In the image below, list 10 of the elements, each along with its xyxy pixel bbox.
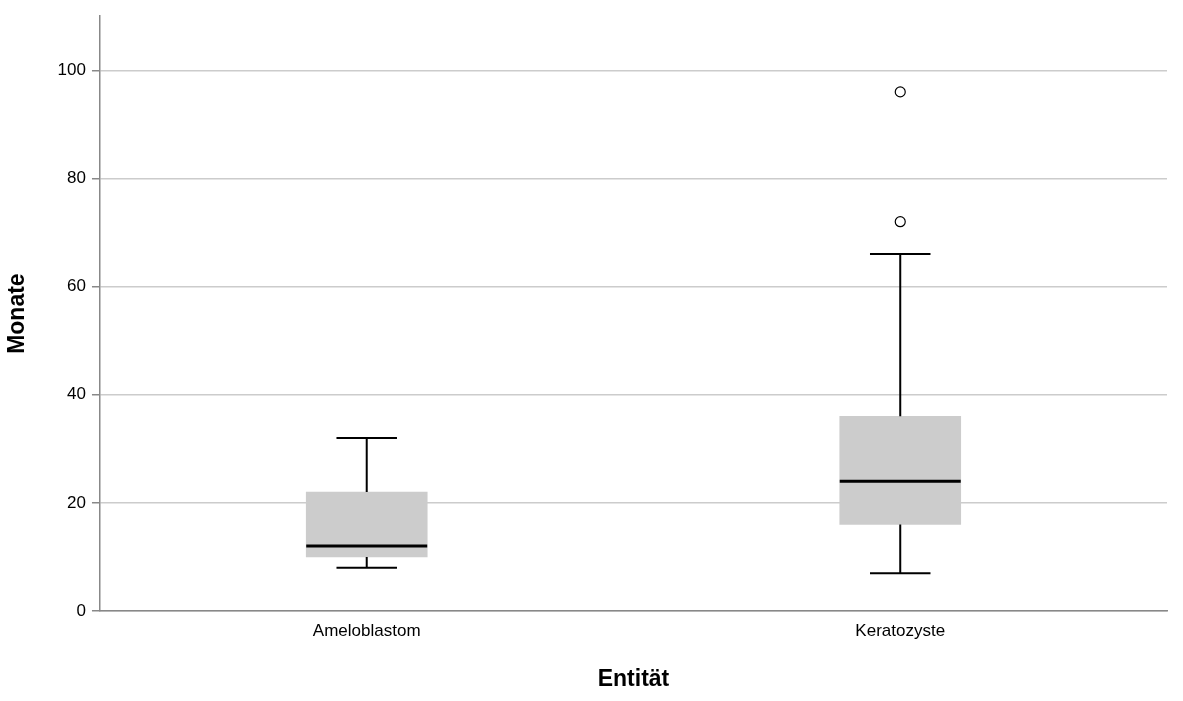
y-tick-label: 100 (57, 59, 86, 79)
x-tick-label: Ameloblastom (312, 620, 421, 640)
y-tick-label: 0 (76, 600, 86, 620)
y-tick-label: 20 (67, 492, 86, 512)
y-tick-label: 40 (67, 384, 86, 404)
y-tick-label: 80 (67, 168, 86, 188)
x-axis-title: Entität (597, 664, 670, 691)
y-tick-label: 60 (67, 276, 86, 296)
x-tick-label: Keratozyste (855, 620, 946, 640)
y-axis-title: Monate (3, 273, 30, 354)
